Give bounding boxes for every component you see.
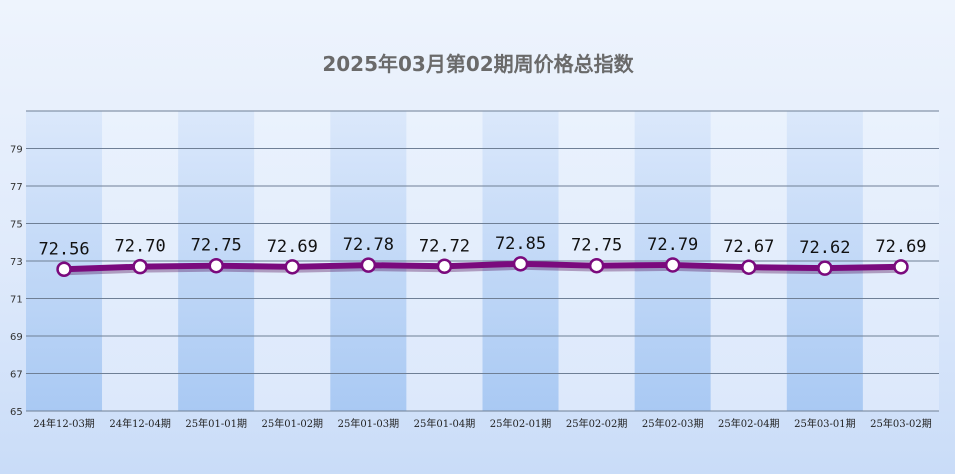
- x-tick-label: 24年12-03期: [33, 417, 95, 430]
- y-tick-label: 65: [10, 407, 23, 418]
- data-markers: [56, 256, 909, 277]
- data-point: [741, 259, 757, 275]
- data-label: 72.75: [571, 236, 622, 256]
- data-label: 72.69: [875, 237, 926, 257]
- x-tick-label: 24年12-04期: [109, 417, 171, 430]
- data-label: 72.75: [191, 236, 242, 256]
- x-tick-label: 25年01-03期: [338, 417, 400, 430]
- data-label: 72.78: [343, 235, 394, 255]
- data-label: 72.56: [38, 239, 89, 259]
- y-tick-label: 71: [10, 295, 23, 306]
- y-axis-ticks: 65 67 69 71 73 75 77 79: [10, 145, 23, 419]
- data-label: 72.69: [267, 237, 318, 257]
- x-tick-label: 25年03-01期: [794, 417, 856, 430]
- data-point: [360, 257, 377, 273]
- chart-title: 2025年03月第02期周价格总指数: [322, 52, 634, 76]
- data-label: 72.70: [115, 237, 166, 257]
- x-tick-label: 25年01-02期: [262, 417, 324, 430]
- x-tick-label: 25年02-01期: [490, 417, 552, 430]
- data-point: [132, 258, 148, 275]
- data-label: 72.67: [723, 237, 774, 257]
- y-tick-label: 67: [10, 370, 23, 381]
- data-point: [817, 260, 833, 276]
- data-point: [512, 256, 529, 272]
- x-tick-label: 25年02-03期: [642, 417, 704, 430]
- y-tick-label: 73: [10, 257, 23, 268]
- data-point: [664, 257, 681, 273]
- data-point: [893, 259, 909, 275]
- x-axis-ticks: 24年12-03期 24年12-04期 25年01-01期 25年01-02期 25年0…: [33, 417, 931, 430]
- y-tick-label: 79: [10, 145, 23, 156]
- y-tick-label: 69: [10, 332, 23, 343]
- data-label: 72.85: [495, 234, 546, 254]
- data-point: [588, 257, 605, 274]
- x-tick-label: 25年01-01期: [185, 417, 247, 430]
- gridlines: [26, 110, 939, 412]
- series-line: [61, 260, 906, 276]
- data-label: 72.72: [419, 236, 470, 256]
- data-label: 72.62: [799, 238, 850, 258]
- x-tick-label: 25年02-02期: [566, 417, 628, 430]
- x-tick-label: 25年01-04期: [414, 417, 476, 430]
- data-point: [56, 261, 72, 277]
- data-label: 72.79: [647, 235, 698, 255]
- data-point: [208, 257, 224, 274]
- data-point: [436, 258, 453, 274]
- y-tick-label: 77: [10, 182, 23, 193]
- y-tick-label: 75: [10, 220, 23, 231]
- x-tick-label: 25年02-04期: [718, 417, 780, 430]
- x-tick-label: 25年03-02期: [870, 417, 932, 430]
- series-line-path: [61, 260, 904, 273]
- data-labels: 72.56 72.70 72.75 72.69 72.78 72.72 72.85 72.75…: [38, 234, 926, 259]
- data-point: [284, 259, 301, 275]
